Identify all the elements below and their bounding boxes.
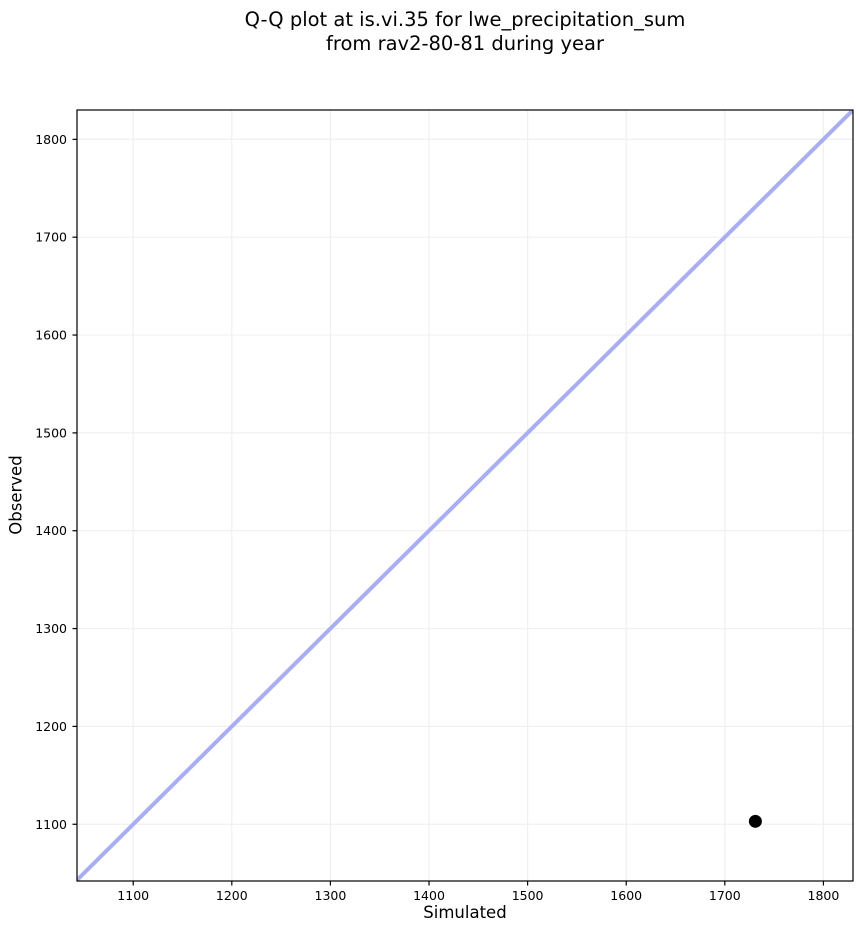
x-tick-label: 1400 [413,888,445,903]
x-tick-label: 1500 [512,888,544,903]
y-tick-label: 1100 [35,817,67,832]
y-tick-label: 1400 [35,523,67,538]
plot-border [76,109,854,882]
chart-title-line1: Q-Q plot at is.vi.35 for lwe_precipitati… [244,8,686,31]
chart-title: Q-Q plot at is.vi.35 for lwe_precipitati… [245,8,686,57]
y-tick-label: 1500 [35,425,67,440]
x-tick-label: 1100 [117,888,149,903]
y-tick-label: 1800 [35,132,67,147]
y-tick-label: 1300 [35,621,67,636]
chart-title-line2: from rav2-80-81 during year [325,32,604,56]
x-tick-label: 1300 [315,888,347,903]
identity-line [77,110,853,881]
x-tick-label: 1600 [610,888,642,903]
axes-layer [72,109,854,886]
y-tick-label: 1200 [35,719,67,734]
x-tick-label: 1700 [709,888,741,903]
data-point [748,814,762,828]
series-layer [77,110,853,881]
y-tick-label: 1600 [35,328,67,343]
x-tick-label: 1200 [216,888,248,903]
x-tick-label: 1800 [808,888,840,903]
y-axis-label: Observed [6,455,26,535]
y-tick-label: 1700 [35,230,67,245]
x-axis-label: Simulated [423,903,507,922]
ticklabel-layer: 1100 1200 1300 1400 1500 1600 1700 1800 1100 1200… [35,132,839,903]
grid-layer [77,110,853,881]
